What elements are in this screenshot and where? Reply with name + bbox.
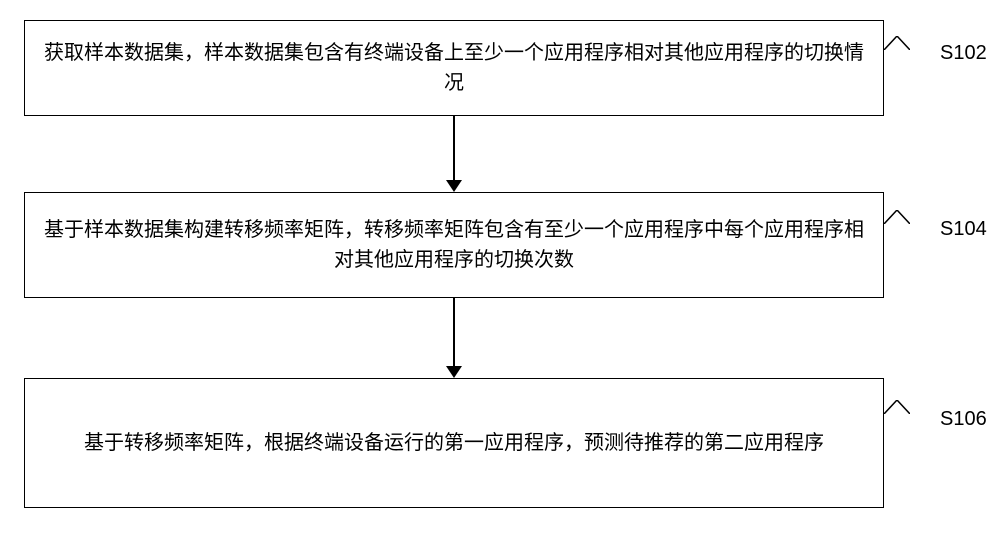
flow-label-s102: S102 bbox=[940, 42, 987, 65]
edge-s102-s104-line bbox=[453, 116, 455, 184]
tick-s104 bbox=[884, 210, 910, 224]
flow-node-s102: 获取样本数据集，样本数据集包含有终端设备上至少一个应用程序相对其他应用程序的切换… bbox=[24, 20, 884, 116]
flow-node-s106-text: 基于转移频率矩阵，根据终端设备运行的第一应用程序，预测待推荐的第二应用程序 bbox=[84, 428, 824, 458]
flow-node-s106: 基于转移频率矩阵，根据终端设备运行的第一应用程序，预测待推荐的第二应用程序 bbox=[24, 378, 884, 508]
flow-node-s104-text: 基于样本数据集构建转移频率矩阵，转移频率矩阵包含有至少一个应用程序中每个应用程序… bbox=[41, 215, 867, 275]
tick-s106 bbox=[884, 400, 910, 414]
tick-s102 bbox=[884, 36, 910, 50]
edge-s104-s106-arrow bbox=[446, 366, 462, 378]
edge-s102-s104-arrow bbox=[446, 180, 462, 192]
flow-label-s104: S104 bbox=[940, 218, 987, 241]
flowchart-root: 获取样本数据集，样本数据集包含有终端设备上至少一个应用程序相对其他应用程序的切换… bbox=[0, 0, 1000, 537]
edge-s104-s106-line bbox=[453, 298, 455, 370]
flow-label-s106: S106 bbox=[940, 408, 987, 431]
flow-node-s102-text: 获取样本数据集，样本数据集包含有终端设备上至少一个应用程序相对其他应用程序的切换… bbox=[41, 38, 867, 98]
flow-node-s104: 基于样本数据集构建转移频率矩阵，转移频率矩阵包含有至少一个应用程序中每个应用程序… bbox=[24, 192, 884, 298]
